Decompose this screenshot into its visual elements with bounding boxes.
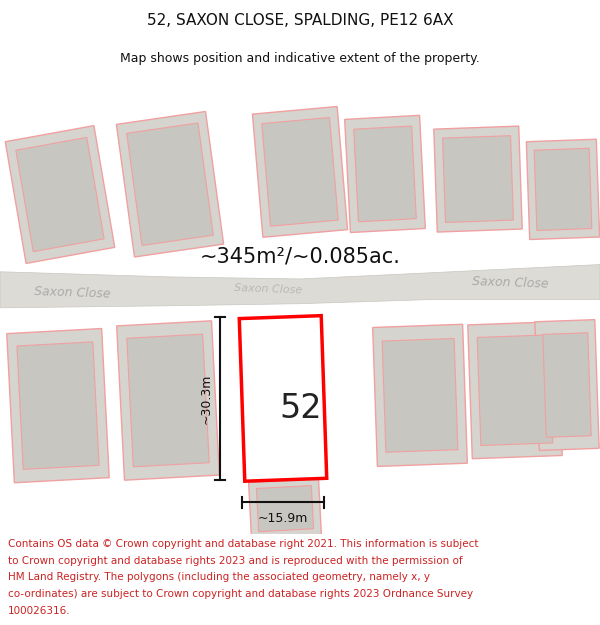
Polygon shape — [443, 136, 514, 222]
Polygon shape — [116, 111, 224, 257]
Text: HM Land Registry. The polygons (including the associated geometry, namely x, y: HM Land Registry. The polygons (includin… — [8, 572, 430, 582]
Text: co-ordinates) are subject to Crown copyright and database rights 2023 Ordnance S: co-ordinates) are subject to Crown copyr… — [8, 589, 473, 599]
Polygon shape — [127, 123, 214, 246]
Polygon shape — [16, 138, 104, 252]
Polygon shape — [382, 339, 458, 452]
Polygon shape — [526, 139, 599, 239]
Polygon shape — [543, 332, 591, 437]
Text: Map shows position and indicative extent of the property.: Map shows position and indicative extent… — [120, 52, 480, 65]
Text: Saxon Close: Saxon Close — [472, 275, 548, 291]
Polygon shape — [262, 118, 338, 226]
Text: 52, SAXON CLOSE, SPALDING, PE12 6AX: 52, SAXON CLOSE, SPALDING, PE12 6AX — [146, 12, 454, 28]
Text: ~30.3m: ~30.3m — [199, 373, 212, 424]
Polygon shape — [353, 126, 416, 222]
Polygon shape — [5, 126, 115, 263]
Text: Saxon Close: Saxon Close — [34, 284, 110, 300]
Polygon shape — [344, 116, 425, 232]
Polygon shape — [256, 486, 314, 532]
Polygon shape — [127, 334, 209, 467]
Polygon shape — [434, 126, 522, 232]
Polygon shape — [17, 342, 99, 469]
Polygon shape — [116, 321, 220, 480]
Text: Contains OS data © Crown copyright and database right 2021. This information is : Contains OS data © Crown copyright and d… — [8, 539, 478, 549]
Polygon shape — [468, 322, 562, 459]
Text: to Crown copyright and database rights 2023 and is reproduced with the permissio: to Crown copyright and database rights 2… — [8, 556, 463, 566]
Polygon shape — [248, 479, 322, 539]
Text: Saxon Close: Saxon Close — [234, 283, 302, 296]
Text: ~15.9m: ~15.9m — [258, 512, 308, 526]
Polygon shape — [477, 335, 553, 446]
Polygon shape — [253, 106, 347, 238]
Polygon shape — [373, 324, 467, 466]
Polygon shape — [239, 316, 327, 481]
Polygon shape — [534, 148, 592, 231]
Polygon shape — [7, 329, 109, 482]
Text: 52: 52 — [280, 392, 322, 425]
Text: 100026316.: 100026316. — [8, 606, 70, 616]
Polygon shape — [0, 264, 600, 308]
Polygon shape — [535, 319, 599, 451]
Text: ~345m²/~0.085ac.: ~345m²/~0.085ac. — [200, 246, 400, 266]
